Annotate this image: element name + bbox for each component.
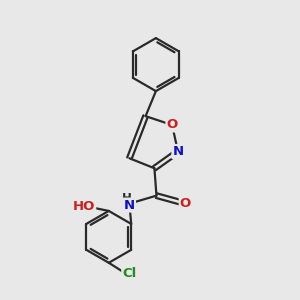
Text: O: O [167,118,178,131]
Text: Cl: Cl [122,268,136,281]
Text: N: N [172,145,184,158]
Text: H: H [122,192,131,205]
Text: HO: HO [73,200,95,213]
Text: O: O [180,197,191,210]
Text: N: N [124,199,135,212]
